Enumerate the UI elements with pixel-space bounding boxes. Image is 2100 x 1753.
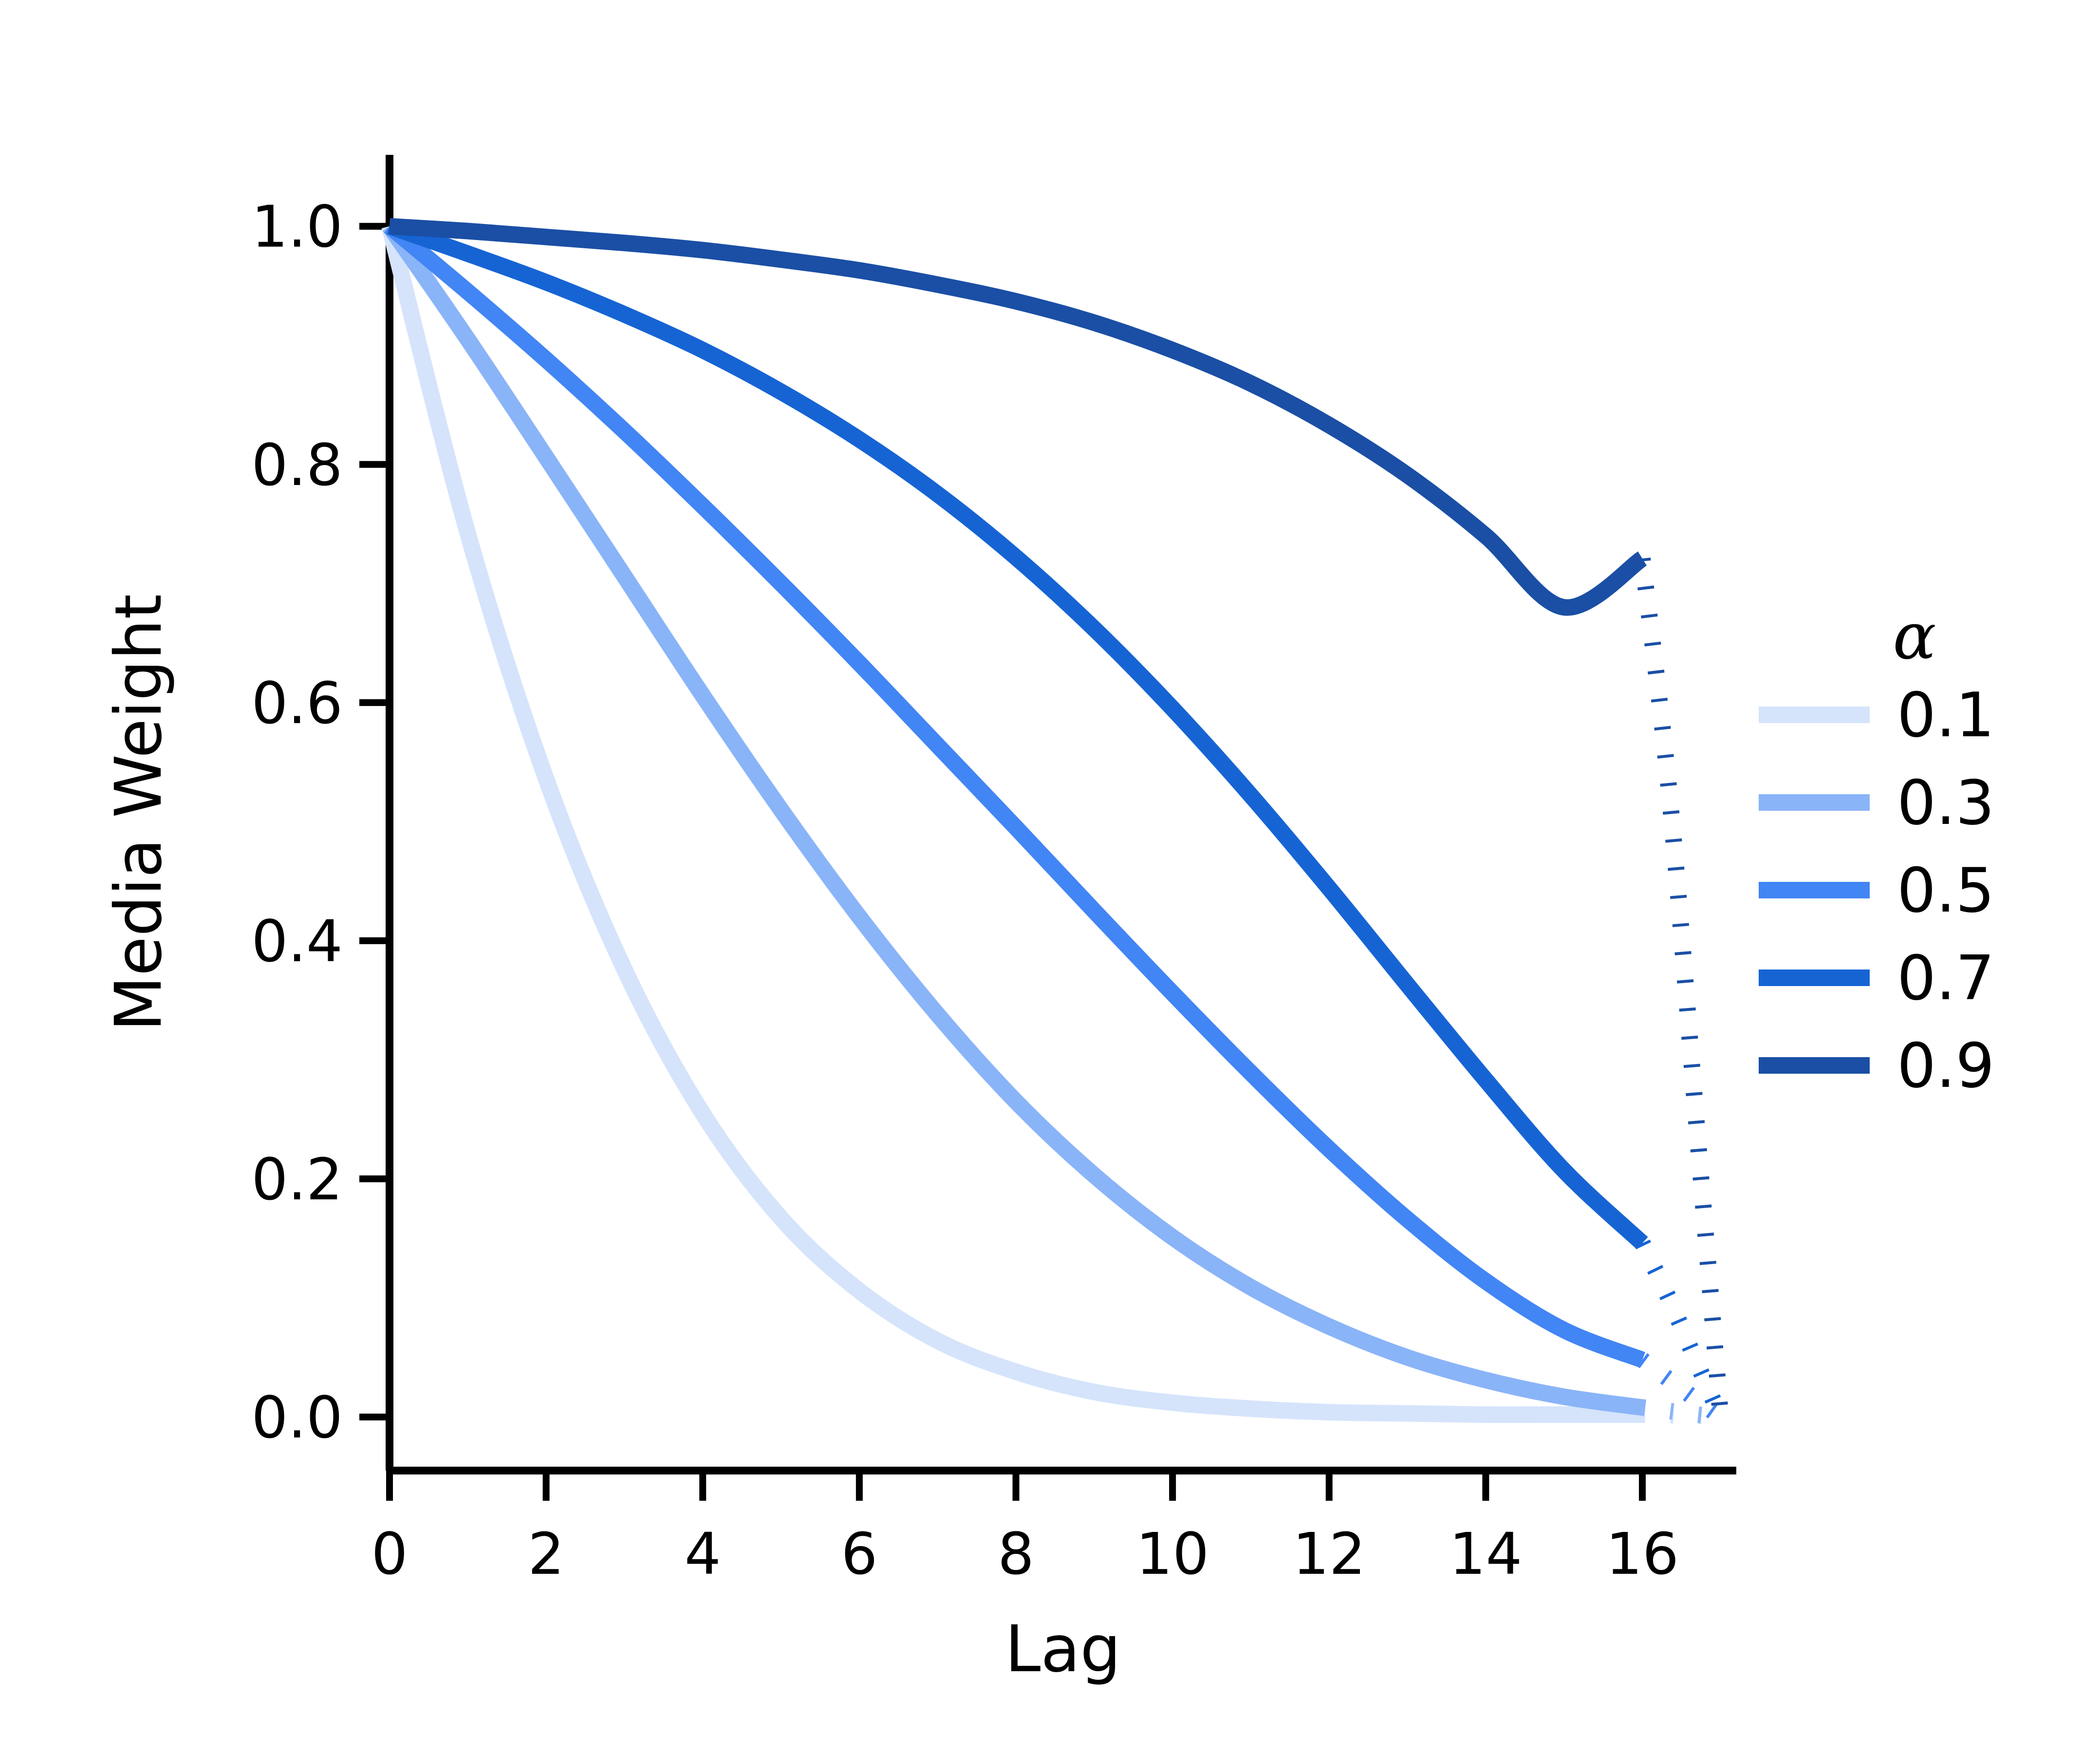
- x-tick-label-10: 10: [1136, 1520, 1209, 1587]
- y-tick-label-0.0: 0.0: [251, 1384, 343, 1451]
- y-tick-label-0.6: 0.6: [251, 670, 343, 737]
- x-axis-title: Lag: [1005, 1612, 1121, 1687]
- x-tick-label-4: 4: [685, 1520, 721, 1587]
- series-line-alpha-0.5: [384, 220, 1646, 1368]
- legend-items: 0.1 0.3 0.5 0.7 0.9: [1759, 679, 1994, 1101]
- y-axis-tick-labels: 0.0 0.2 0.4 0.6 0.8 1.0: [251, 193, 343, 1451]
- x-tick-label-2: 2: [528, 1520, 564, 1587]
- x-axis-ticks: [386, 1471, 1646, 1501]
- series-line-alpha-0.9: [389, 218, 1647, 616]
- y-axis-title: Media Weight: [101, 594, 176, 1031]
- y-tick-label-1.0: 1.0: [251, 193, 343, 261]
- axis-spines: [386, 155, 1736, 1474]
- legend-label-alpha-0.9[interactable]: 0.9: [1897, 1030, 1994, 1101]
- y-tick-label-0.8: 0.8: [251, 431, 343, 499]
- series-line-alpha-0.1: [381, 224, 1643, 1423]
- legend-label-alpha-0.7[interactable]: 0.7: [1897, 942, 1994, 1014]
- series-paths: [381, 218, 1729, 1425]
- x-tick-label-0: 0: [371, 1520, 408, 1587]
- chart-legend: α 0.1 0.3 0.5 0.7 0.9: [1759, 599, 1994, 1101]
- legend-label-alpha-0.5[interactable]: 0.5: [1897, 855, 1994, 926]
- y-tick-label-0.2: 0.2: [251, 1146, 343, 1213]
- series-line-alpha-0.3: [383, 222, 1644, 1416]
- legend-title: α: [1893, 599, 1936, 674]
- legend-label-alpha-0.1[interactable]: 0.1: [1897, 679, 1994, 751]
- x-tick-label-12: 12: [1293, 1520, 1366, 1587]
- series-line-alpha-0.7: [387, 218, 1648, 1249]
- y-axis-ticks: [359, 223, 390, 1420]
- x-tick-label-8: 8: [998, 1520, 1034, 1587]
- x-tick-label-6: 6: [841, 1520, 877, 1587]
- x-axis-tick-labels: 0 2 4 6 8 10 12 14 16: [371, 1520, 1679, 1587]
- x-tick-label-16: 16: [1606, 1520, 1679, 1587]
- legend-label-alpha-0.3[interactable]: 0.3: [1897, 767, 1994, 839]
- y-tick-label-0.4: 0.4: [251, 908, 343, 975]
- x-tick-label-14: 14: [1449, 1520, 1522, 1587]
